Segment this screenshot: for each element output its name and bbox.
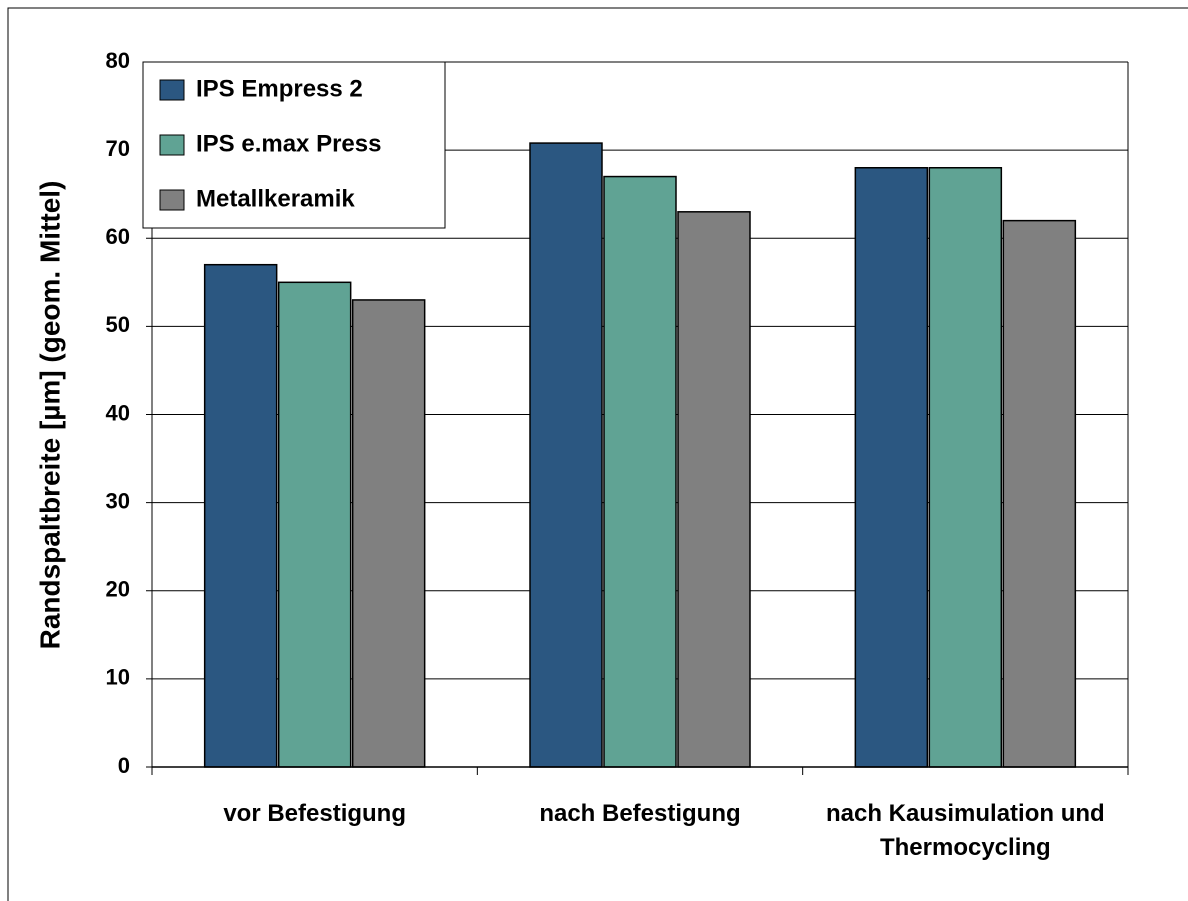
y-tick-label: 0 <box>118 753 130 778</box>
bar <box>854 167 929 768</box>
legend-swatch <box>159 79 185 101</box>
legend-label: IPS e.max Press <box>196 130 381 157</box>
legend-label: Metallkeramik <box>196 185 355 212</box>
y-tick-label: 70 <box>106 136 130 161</box>
legend-box <box>142 61 446 229</box>
bar <box>603 175 677 768</box>
y-tick-label: 80 <box>106 48 130 73</box>
bar <box>677 211 751 768</box>
bar <box>351 299 426 768</box>
legend-swatch <box>159 134 185 156</box>
y-tick-label: 30 <box>106 488 130 513</box>
y-tick-label: 60 <box>106 224 130 249</box>
x-tick-label: nach Befestigung <box>539 800 741 827</box>
y-tick-label: 40 <box>106 400 130 425</box>
frame <box>7 7 1188 901</box>
bar <box>203 263 278 768</box>
bar <box>1002 219 1077 768</box>
legend-swatch <box>159 189 185 211</box>
x-tick-label: vor Befestigung <box>223 800 406 827</box>
y-tick-label: 20 <box>106 577 130 602</box>
y-tick-label: 50 <box>106 312 130 337</box>
bar <box>529 142 603 768</box>
bar <box>928 167 1003 768</box>
y-axis-label: Randspaltbreite [µm] (geom. Mittel) <box>34 181 65 650</box>
legend-label: IPS Empress 2 <box>196 75 363 102</box>
x-tick-label: nach Kausimulation und Thermocycling <box>825 800 1105 861</box>
bar <box>277 281 352 768</box>
y-tick-label: 10 <box>106 665 130 690</box>
